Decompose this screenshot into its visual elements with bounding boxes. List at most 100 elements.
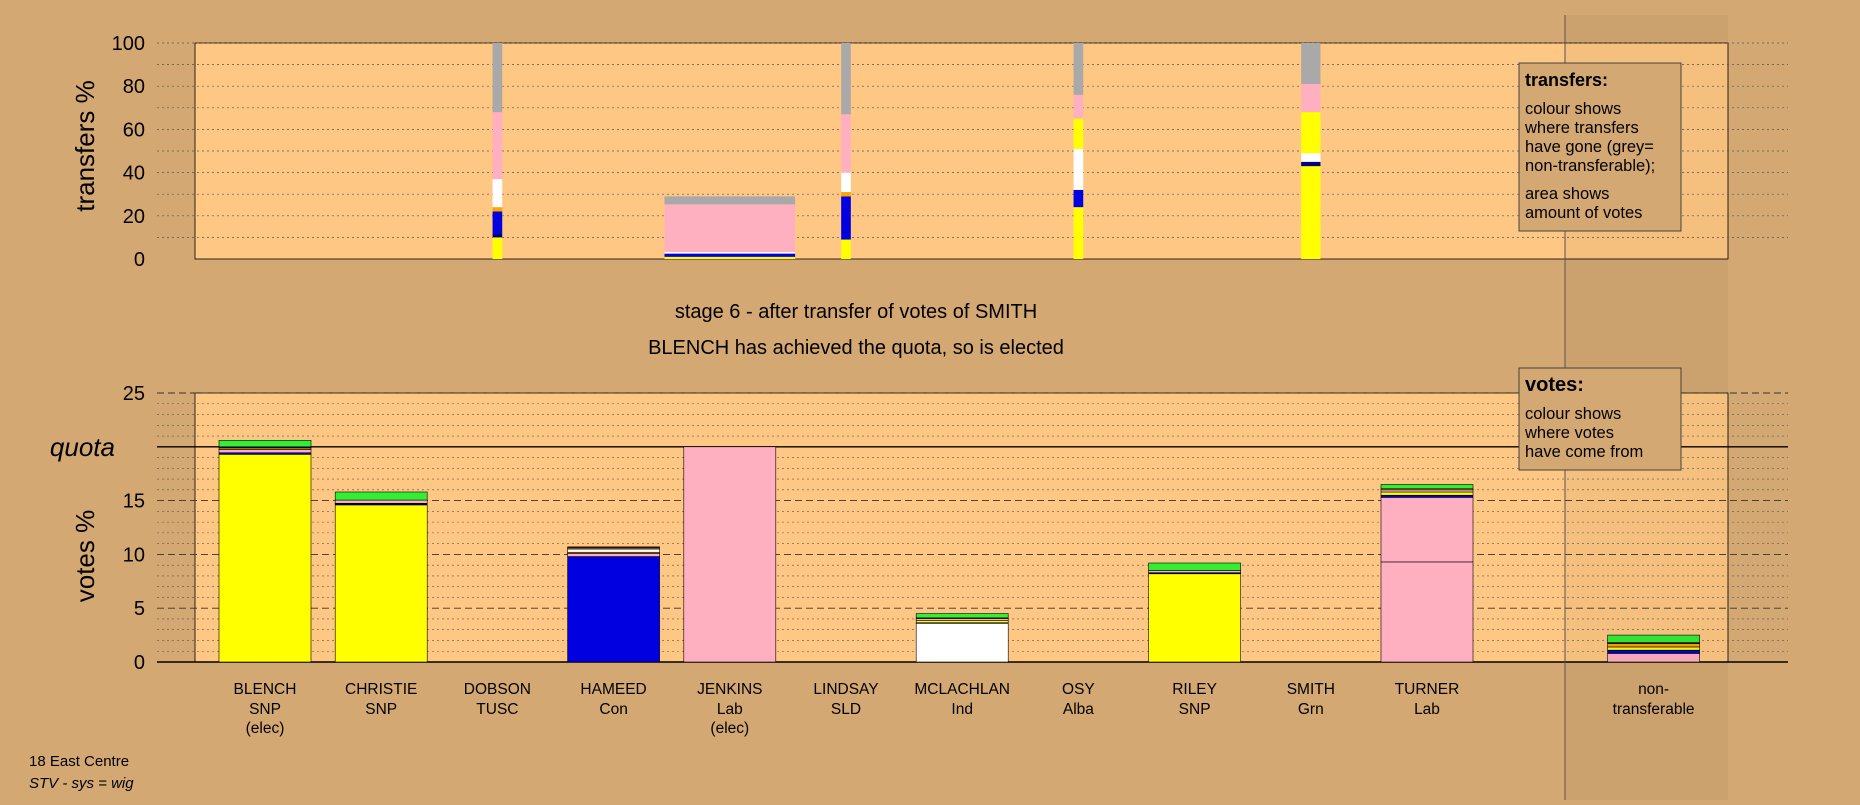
vote-segment	[567, 553, 660, 557]
votes-tick-label: 5	[134, 598, 145, 620]
vote-segment	[334, 491, 428, 501]
votes-legend-line: where votes	[1524, 424, 1614, 442]
stage-title: stage 6 - after transfer of votes of SMI…	[675, 301, 1037, 323]
vote-segment	[567, 556, 660, 663]
transfer-segment	[664, 253, 796, 257]
transfers-legend-title: transfers:	[1525, 70, 1608, 90]
transfers-legend-line: where transfers	[1524, 119, 1639, 137]
candidate-party: Alba	[1063, 701, 1094, 718]
vote-segment	[1380, 489, 1474, 493]
candidate-party: Ind	[951, 701, 973, 718]
vote-segment	[1607, 634, 1700, 643]
vote-segment	[915, 622, 1009, 663]
vote-segment	[1148, 562, 1241, 571]
candidate-status: (elec)	[246, 720, 285, 737]
candidate-party: Grn	[1298, 701, 1324, 718]
transfer-segment	[1073, 207, 1084, 259]
votes-tick-label: 25	[123, 383, 145, 405]
votes-legend-line: have come from	[1525, 443, 1643, 461]
votes-legend-title: votes:	[1525, 374, 1584, 396]
candidate-labels: BLENCH SNP (elec) CHRISTIE SNP DOBSON TUSC HAME…	[234, 681, 1695, 737]
transfer-segment	[1073, 43, 1084, 95]
vote-segment	[218, 440, 312, 448]
transfer-segment	[1073, 189, 1084, 208]
transfers-tick-label: 0	[134, 249, 145, 271]
transfer-segment	[492, 207, 503, 212]
candidate-name: DOBSON	[464, 681, 531, 698]
transfer-segment	[1073, 94, 1084, 119]
vote-segment	[334, 504, 428, 663]
candidate-party: SNP	[365, 701, 397, 718]
candidate-name: JENKINS	[697, 681, 762, 698]
vote-segment	[567, 548, 660, 553]
transfer-segment	[841, 192, 851, 197]
candidate-name: BLENCH	[234, 681, 297, 698]
transfers-grid	[157, 42, 1788, 238]
transfer-segment	[664, 204, 796, 252]
transfer-segment	[1301, 112, 1321, 154]
vote-segment	[1380, 484, 1474, 490]
vote-segment	[1380, 561, 1474, 663]
vote-segment	[1380, 491, 1474, 496]
candidate-name: non-	[1638, 681, 1669, 698]
vote-segment	[915, 620, 1009, 624]
candidate-status: (elec)	[710, 720, 749, 737]
vote-segment	[567, 546, 660, 549]
candidate-name: CHRISTIE	[345, 681, 417, 698]
transfer-segment	[492, 237, 503, 259]
transfer-segment	[1073, 118, 1084, 149]
votes-tick-label: 0	[134, 652, 145, 674]
transfers-legend: transfers: colour shows where transfers …	[1518, 62, 1682, 232]
vote-segment	[218, 454, 312, 663]
transfers-legend-box	[1518, 62, 1682, 232]
candidate-party: Lab	[717, 701, 743, 718]
vote-bars	[218, 440, 1700, 663]
vote-segment	[1148, 570, 1241, 573]
candidate-party: TUSC	[476, 701, 518, 718]
transfer-segment	[664, 251, 796, 254]
candidate-name: OSY	[1062, 681, 1095, 698]
transfer-segment	[841, 172, 851, 193]
stage-subtitle: BLENCH has achieved the quota, so is ele…	[648, 337, 1064, 359]
votes-legend-box	[1518, 367, 1682, 471]
vote-segment	[915, 613, 1009, 619]
transfer-segment	[492, 112, 503, 180]
votes-legend: votes: colour shows where votes have com…	[1518, 367, 1682, 471]
vote-segment	[334, 499, 428, 504]
footer-system: STV - sys = wig	[29, 775, 134, 792]
transfers-tick-label: 40	[123, 163, 145, 185]
transfers-tick-label: 60	[123, 119, 145, 141]
votes-tick-labels: 0 5 10 15 25	[123, 383, 145, 674]
transfer-bars	[492, 43, 1321, 259]
transfers-tick-labels: 0 20 40 60 80 100	[112, 33, 145, 271]
votes-tick-label: 15	[123, 491, 145, 513]
transfers-legend-line: non-transferable);	[1525, 157, 1655, 175]
transfer-segment	[664, 196, 796, 205]
vote-segment	[683, 446, 777, 663]
vote-segment	[1380, 494, 1474, 498]
transfer-segment	[1301, 161, 1321, 167]
footer-constituency: 18 East Centre	[29, 753, 129, 770]
candidate-party: Lab	[1414, 701, 1440, 718]
transfers-tick-label: 100	[112, 33, 145, 55]
votes-tick-label: 10	[123, 544, 145, 566]
candidate-party: SNP	[1179, 701, 1211, 718]
candidate-party: SNP	[249, 701, 281, 718]
candidate-name: RILEY	[1172, 681, 1217, 698]
vote-segment	[218, 449, 312, 454]
candidate-party: transferable	[1613, 701, 1695, 718]
candidate-name: TURNER	[1395, 681, 1460, 698]
transfers-axis-title: transfers %	[70, 80, 100, 212]
transfer-segment	[492, 179, 503, 208]
candidate-name: MCLACHLAN	[914, 681, 1010, 698]
transfer-segment	[841, 196, 851, 240]
transfers-tick-label: 80	[123, 76, 145, 98]
transfer-segment	[841, 43, 851, 115]
transfer-segment	[1301, 153, 1321, 162]
transfers-legend-line: area shows	[1525, 185, 1609, 203]
candidate-party: Con	[599, 701, 627, 718]
transfer-segment	[1301, 166, 1321, 259]
vote-segment	[1380, 497, 1474, 563]
votes-axis-title: votes %	[70, 510, 100, 603]
